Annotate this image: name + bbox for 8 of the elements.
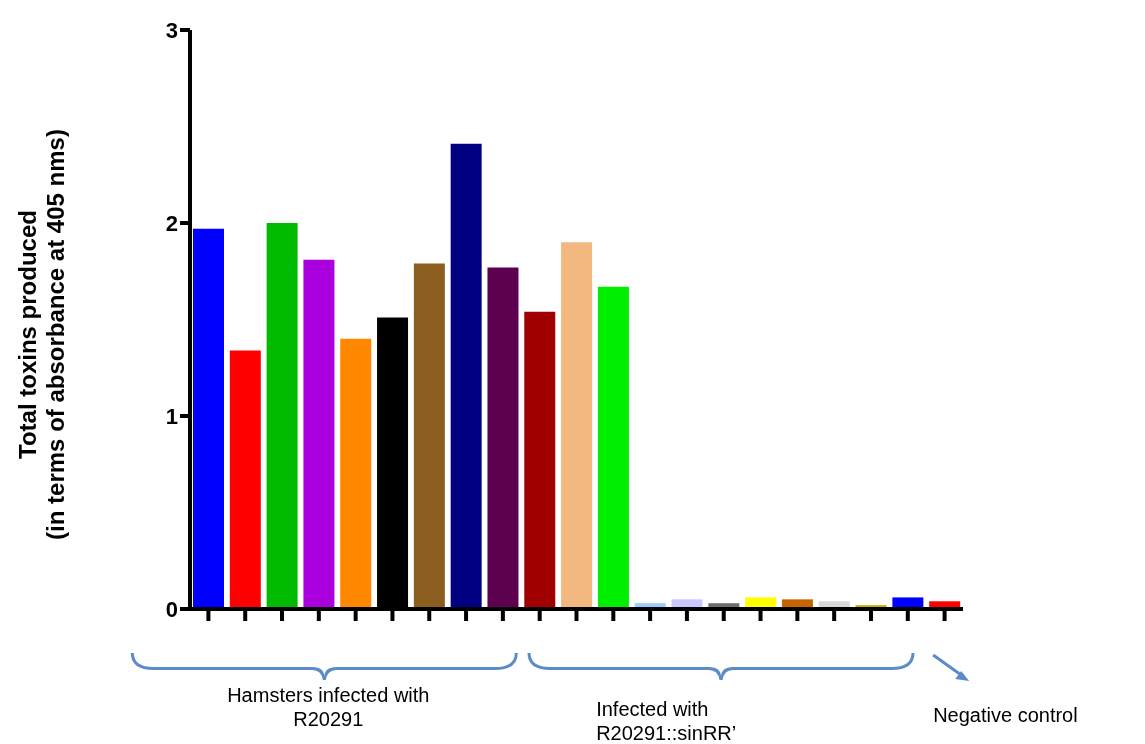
text: Infected with R20291::sinRR’ <box>596 697 737 744</box>
y-axis-title: Total toxins produced (in terms of absorbance at 405 nms) <box>14 129 69 540</box>
y-tick-label: 0 <box>165 596 178 622</box>
y-tick-label: 1 <box>165 403 178 429</box>
y-tick-label: 3 <box>165 17 178 43</box>
y-tick-label: 2 <box>165 210 178 236</box>
text: Hamsters infected with R20291 <box>226 683 431 731</box>
text: Negative control <box>933 703 1078 727</box>
